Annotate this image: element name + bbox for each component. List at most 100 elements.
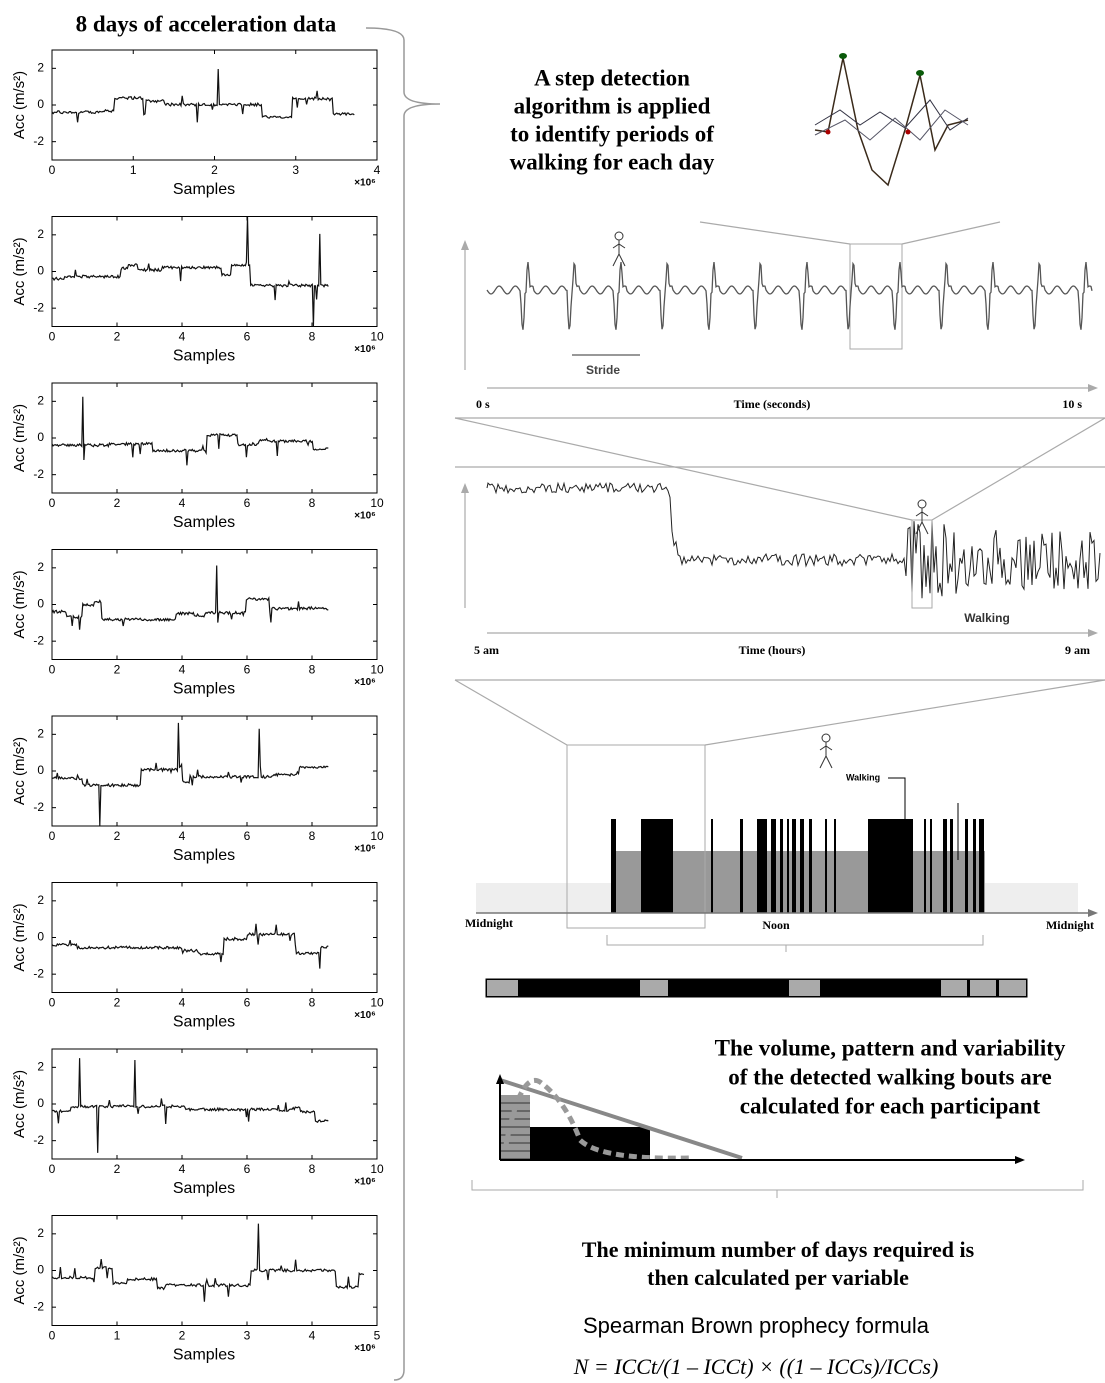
- strip-gap: [999, 980, 1026, 996]
- walking-bout: [809, 819, 812, 913]
- walker-head: [918, 500, 926, 508]
- y-tick-label: 0: [37, 264, 44, 278]
- y-axis-label: Acc (m/s²): [11, 71, 28, 139]
- formula-title: Spearman Brown prophecy formula: [583, 1313, 930, 1338]
- y-axis-label: Acc (m/s²): [11, 737, 28, 805]
- y-axis-label: Acc (m/s²): [11, 1070, 28, 1138]
- walking-bout: [740, 819, 743, 913]
- x-tick-label: 4: [179, 663, 186, 677]
- x-tick-label: 10: [370, 330, 384, 344]
- x-tick-label: 8: [309, 330, 316, 344]
- walking-bout: [924, 819, 926, 913]
- strip-gap: [941, 980, 967, 996]
- walking-bout: [611, 819, 616, 913]
- x-multiplier: ×10⁶: [354, 1010, 376, 1021]
- peak-dot: [916, 70, 924, 76]
- y-axis-label: Acc (m/s²): [11, 237, 28, 305]
- walking-bout: [930, 819, 932, 913]
- connector: [455, 418, 912, 520]
- x-multiplier: ×10⁶: [354, 511, 376, 522]
- x-tick-label: 1: [114, 1329, 121, 1343]
- peak-dot: [839, 53, 847, 59]
- valley-dot: [906, 130, 911, 135]
- x-tick-label: 0: [49, 496, 56, 510]
- axis-start: 5 am: [474, 643, 499, 657]
- walking-bout: [771, 819, 776, 913]
- y-tick-label: -2: [33, 467, 44, 481]
- x-axis-label: Samples: [173, 1014, 235, 1031]
- y-tick-label: 2: [37, 1226, 44, 1240]
- step-text: algorithm is applied: [514, 93, 711, 118]
- y-tick-label: 2: [37, 227, 44, 241]
- x-multiplier: ×10⁶: [354, 677, 376, 688]
- x-multiplier: ×10⁶: [354, 344, 376, 355]
- walker-head: [822, 734, 830, 742]
- x-tick-label: 8: [309, 1162, 316, 1176]
- x-tick-label: 10: [370, 496, 384, 510]
- walker-head: [615, 232, 623, 240]
- walking-bout: [757, 819, 767, 913]
- x-tick-label: 2: [114, 663, 121, 677]
- x-tick-label: 0: [49, 996, 56, 1010]
- figure: 8 days of acceleration data -20201234Sam…: [0, 0, 1105, 1383]
- axis-title: Time (hours): [739, 643, 806, 657]
- y-tick-label: 2: [37, 560, 44, 574]
- x-tick-label: 6: [244, 330, 251, 344]
- y-tick-label: -2: [33, 1133, 44, 1147]
- stride-signal: [487, 262, 1092, 330]
- y-tick-label: 2: [37, 61, 44, 75]
- x-tick-label: 8: [309, 829, 316, 843]
- x-tick-label: 6: [244, 663, 251, 677]
- x-tick-label: 0: [49, 1329, 56, 1343]
- x-multiplier: ×10⁶: [354, 1177, 376, 1188]
- walking-bout: [800, 819, 804, 913]
- walking-bout: [965, 819, 968, 913]
- x-tick-label: 10: [370, 1162, 384, 1176]
- strip-gap: [789, 980, 820, 996]
- strip-gap: [487, 980, 518, 996]
- acc-trace: [52, 566, 328, 630]
- strip-gap: [970, 980, 996, 996]
- y-tick-label: -2: [33, 800, 44, 814]
- axis-start: Midnight: [465, 916, 513, 930]
- walking-bout: [950, 819, 953, 913]
- x-tick-label: 0: [49, 330, 56, 344]
- x-tick-label: 0: [49, 829, 56, 843]
- walking-bout: [711, 819, 713, 913]
- x-tick-label: 10: [370, 996, 384, 1010]
- arrow-head: [1088, 384, 1098, 392]
- walking-label: Walking: [846, 772, 880, 782]
- arrow-head: [461, 483, 469, 493]
- acc-trace: [52, 69, 354, 122]
- y-tick-label: 0: [37, 930, 44, 944]
- y-tick-label: -2: [33, 966, 44, 980]
- walking-bout: [943, 819, 947, 913]
- y-tick-label: 2: [37, 394, 44, 408]
- bouts-text: of the detected walking bouts are: [728, 1064, 1051, 1089]
- x-tick-label: 10: [370, 829, 384, 843]
- x-tick-label: 4: [179, 1162, 186, 1176]
- y-tick-label: 0: [37, 597, 44, 611]
- x-tick-label: 4: [179, 330, 186, 344]
- y-tick-label: 2: [37, 893, 44, 907]
- bouts-text: calculated for each participant: [740, 1093, 1041, 1118]
- axis-title: Time (seconds): [734, 397, 811, 411]
- plot-frame: [52, 883, 377, 993]
- y-tick-label: -2: [33, 134, 44, 148]
- connector: [705, 680, 1105, 745]
- y-axis-label: Acc (m/s²): [11, 903, 28, 971]
- y-tick-label: 0: [37, 97, 44, 111]
- x-tick-label: 6: [244, 829, 251, 843]
- x-tick-label: 10: [370, 663, 384, 677]
- illustration-curve: [815, 110, 968, 140]
- axis-end: 10 s: [1062, 397, 1082, 411]
- x-multiplier: ×10⁶: [354, 844, 376, 855]
- arrow-head: [1015, 1156, 1025, 1164]
- x-tick-label: 0: [49, 1162, 56, 1176]
- x-axis-label: Samples: [173, 681, 235, 698]
- x-axis-label: Samples: [173, 847, 235, 864]
- walking-bout: [792, 819, 796, 913]
- step-text: to identify periods of: [510, 121, 714, 146]
- plot-frame: [52, 217, 377, 327]
- axis-end: 9 am: [1065, 643, 1090, 657]
